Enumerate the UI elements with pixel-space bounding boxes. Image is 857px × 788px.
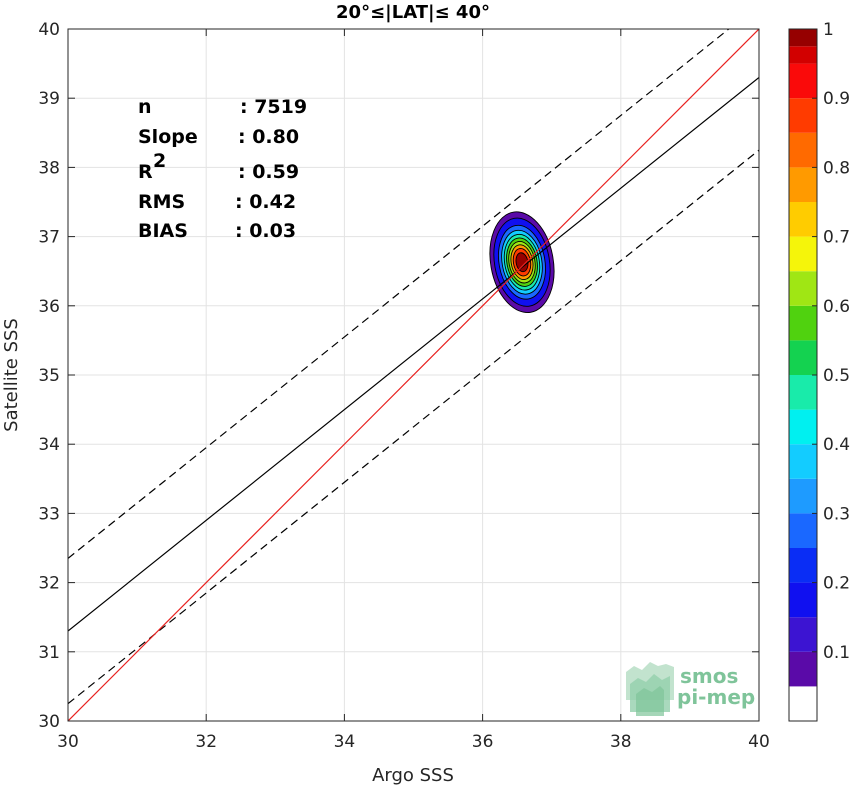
colorbar-bin-10: [789, 340, 817, 375]
identity-line: [68, 29, 759, 721]
x-tick-label-1: 32: [195, 732, 217, 752]
colorbar: 0.1 0.2 0.3 0.4 0.5 0.6 0.7 0.8 0.9 1: [788, 20, 850, 722]
colorbar-bin-19: [789, 46, 817, 64]
colorbar-bin-7: [789, 444, 817, 479]
colorbar-bin-20: [789, 29, 817, 47]
y-tick-label-0: 30: [38, 712, 60, 732]
stat-label-2: R: [138, 161, 153, 183]
colorbar-tick-label-1: 0.2: [823, 574, 850, 594]
colorbar-bin-3: [789, 582, 817, 618]
stat-label-sup-2: 2: [153, 150, 166, 172]
y-tick-label-3: 33: [38, 504, 60, 524]
colorbar-bin-11: [789, 305, 817, 341]
fit-upper-bound-line: [68, 29, 730, 559]
smos-pimep-logo: smos pi-mep: [626, 662, 755, 716]
stat-label-0: n: [138, 96, 152, 118]
colorbar-bin-17: [789, 98, 817, 133]
grid: [67, 28, 760, 722]
stat-value-1: : 0.80: [238, 126, 299, 148]
colorbar-tick-label-8: 0.9: [823, 89, 850, 109]
y-tick-label-8: 38: [38, 158, 60, 178]
logo-wave-icon: [626, 662, 674, 716]
colorbar-bin-8: [789, 409, 817, 445]
density-contours: [489, 211, 555, 313]
stat-value-0: : 7519: [240, 96, 307, 118]
stat-value-4: : 0.03: [235, 220, 296, 242]
y-tick-label-4: 34: [38, 435, 60, 455]
regression-lines: [68, 29, 759, 721]
colorbar-bin-2: [789, 617, 817, 652]
colorbar-bin-5: [789, 513, 817, 548]
stat-value-2: : 0.59: [238, 161, 299, 183]
stat-label-3: RMS: [138, 191, 185, 213]
stat-value-3: : 0.42: [235, 191, 296, 213]
colorbar-tick-label-0: 0.1: [823, 643, 850, 663]
colorbar-tick-label-2: 0.3: [823, 504, 850, 524]
colorbar-tick-label-5: 0.6: [823, 297, 850, 317]
x-tick-label-2: 34: [334, 732, 356, 752]
colorbar-bin-4: [789, 548, 817, 583]
y-tick-label-1: 31: [38, 643, 60, 663]
colorbar-tick-label-9: 1: [823, 20, 834, 40]
colorbar-bin-0: [789, 686, 817, 721]
y-tick-label-9: 39: [38, 89, 60, 109]
logo-text-pimep: pi-mep: [677, 685, 755, 709]
colorbar-tick-label-6: 0.7: [823, 228, 850, 248]
colorbar-bin-13: [789, 236, 817, 272]
x-axis-title: Argo SSS: [372, 765, 454, 786]
y-tick-label-7: 37: [38, 228, 60, 248]
colorbar-bin-9: [789, 375, 817, 410]
fit-lower-bound-line: [68, 149, 759, 705]
colorbar-bin-1: [789, 651, 817, 687]
fit-line: [68, 76, 759, 632]
colorbar-tick-label-4: 0.5: [823, 366, 850, 386]
y-tick-label-6: 36: [38, 297, 60, 317]
x-tick-label-3: 36: [472, 732, 494, 752]
y-tick-label-10: 40: [38, 20, 60, 40]
colorbar-tick-label-3: 0.4: [823, 435, 850, 455]
colorbar-bin-6: [789, 478, 817, 514]
colorbar-bin-16: [789, 132, 817, 168]
logo-text-smos: smos: [680, 664, 738, 688]
x-tick-label-0: 30: [57, 732, 79, 752]
chart-title: 20°≤|LAT|≤ 40°: [336, 2, 490, 23]
stat-label-1: Slope: [138, 126, 198, 148]
y-tick-label-5: 35: [38, 366, 60, 386]
x-tick-label-4: 38: [610, 732, 632, 752]
axis-ticks: 30 32 34 36 38 40 30 31 32 33 34 35 36 37 38 39 40: [38, 20, 769, 752]
colorbar-tick-label-7: 0.8: [823, 158, 850, 178]
colorbar-bin-12: [789, 271, 817, 306]
stat-label-4: BIAS: [138, 220, 188, 242]
colorbar-bin-18: [789, 63, 817, 99]
colorbar-bin-14: [789, 202, 817, 237]
x-tick-label-5: 40: [748, 732, 770, 752]
y-tick-label-2: 32: [38, 574, 60, 594]
colorbar-bin-15: [789, 167, 817, 202]
statistics-box: n : 7519 Slope : 0.80 R 2 : 0.59 RMS : 0.42 BIAS:…: [138, 96, 307, 242]
y-axis-title: Satellite SSS: [1, 318, 22, 432]
